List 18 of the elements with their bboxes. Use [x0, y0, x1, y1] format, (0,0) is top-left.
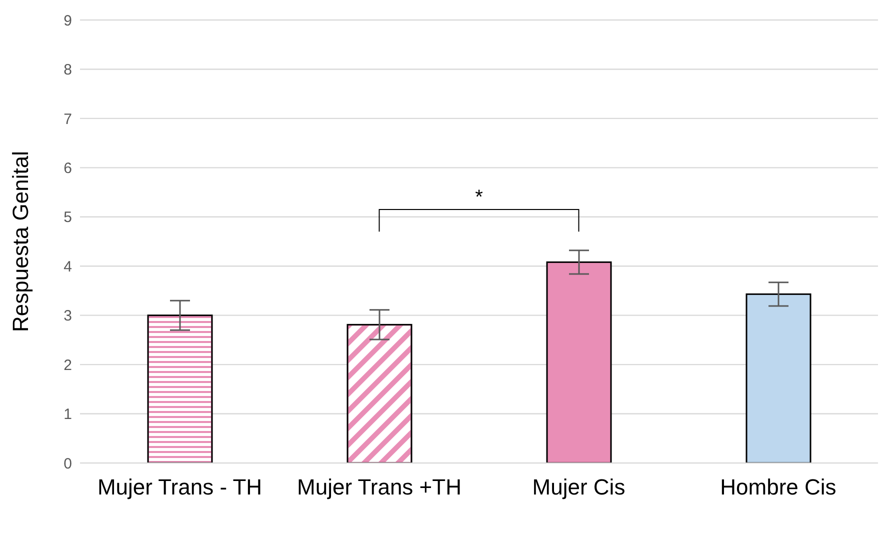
annotation: *: [475, 186, 484, 209]
y-tick-label: 5: [64, 209, 72, 226]
x-tick-label: Mujer Trans - TH: [97, 474, 262, 500]
bar: [546, 261, 612, 463]
x-tick-label: Mujer Cis: [532, 474, 626, 500]
x-tick-label: Mujer Trans +TH: [297, 474, 462, 500]
y-tick-label: 3: [64, 308, 72, 325]
y-tick-label: 6: [64, 160, 72, 177]
y-tick-label: 0: [64, 455, 72, 472]
y-axis-title: Respuesta Genital: [8, 151, 33, 332]
y-tick-label: 4: [64, 258, 72, 276]
y-tick-label: 2: [64, 356, 72, 374]
y-tick-label: 8: [64, 62, 72, 79]
y-tick-label: 9: [64, 12, 72, 30]
y-tick-label: 7: [64, 110, 72, 128]
bar: [746, 293, 812, 463]
y-tick-label: 1: [64, 406, 72, 424]
x-tick-label: Hombre Cis: [720, 474, 836, 500]
